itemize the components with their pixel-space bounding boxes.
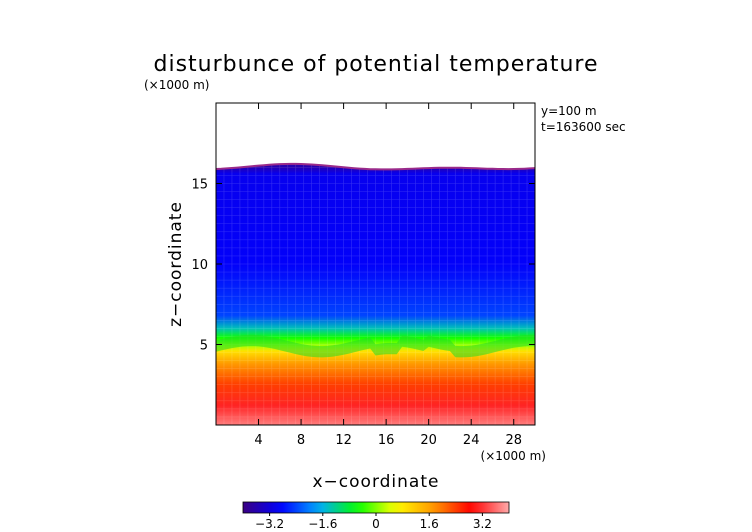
temperature-field — [216, 163, 535, 425]
x-tick-label: 4 — [254, 433, 262, 448]
colorbar-tick-label: 1.6 — [420, 517, 439, 531]
y-unit-label: (×1000 m) — [144, 78, 209, 92]
colorbar-tick-label: 3.2 — [473, 517, 492, 531]
y-tick-label: 5 — [200, 339, 208, 354]
x-tick-label: 20 — [420, 433, 437, 448]
x-tick-label: 8 — [297, 433, 305, 448]
annotation-y: y=100 m — [541, 104, 597, 118]
chart-title: disturbunce of potential temperature — [154, 52, 599, 77]
field-top-edge — [216, 162, 535, 171]
y-tick-label: 10 — [191, 258, 208, 273]
y-ticks: 5 10 15 — [191, 178, 535, 354]
x-tick-label: 16 — [378, 433, 395, 448]
x-axis-label: x−coordinate — [313, 472, 440, 492]
field-layer — [216, 103, 535, 425]
x-tick-label: 28 — [505, 433, 522, 448]
colorbar-ticks: −3.2 −1.6 0 1.6 3.2 — [255, 513, 492, 531]
y-tick-label: 15 — [191, 178, 208, 193]
x-tick-label: 12 — [335, 433, 352, 448]
x-unit-label: (×1000 m) — [481, 449, 546, 463]
x-ticks: 4 8 12 16 20 24 28 — [254, 103, 522, 448]
colorbar-tick-label: −3.2 — [255, 517, 284, 531]
y-axis-label: z−coordinate — [166, 201, 186, 327]
colorbar-tick-label: −1.6 — [308, 517, 337, 531]
contour-texture — [216, 103, 535, 425]
colorbar — [242, 501, 510, 514]
green-tongue — [216, 334, 535, 358]
annotation-time: t=163600 sec — [541, 120, 626, 134]
x-tick-label: 24 — [463, 433, 480, 448]
colorbar-tick-label: 0 — [372, 517, 380, 531]
